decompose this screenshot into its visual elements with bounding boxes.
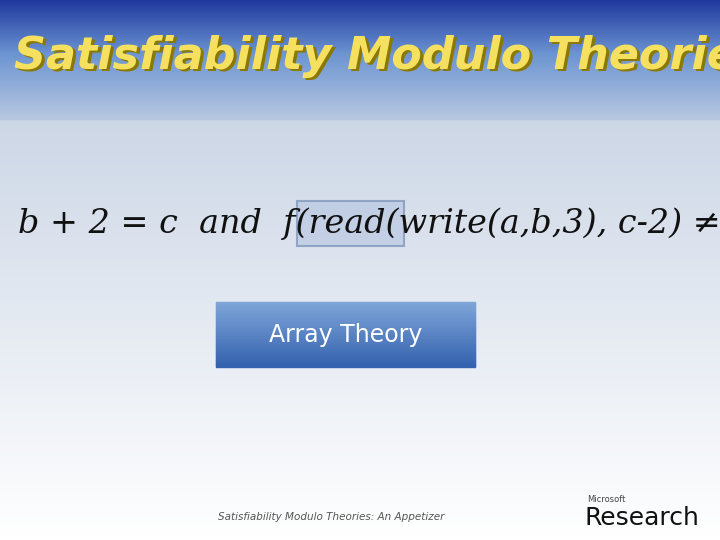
Text: Microsoft: Microsoft (587, 495, 625, 504)
Bar (297, 201, 404, 246)
Text: b + 2 = c  and  f(read(write(a,b,3), c-2) ≠ f(c-b+1): b + 2 = c and f(read(write(a,b,3), c-2) … (18, 208, 720, 240)
Text: Satisfiability Modulo Theories: An Appetizer: Satisfiability Modulo Theories: An Appet… (218, 512, 444, 522)
Text: Satisfiability Modulo Theories (SMT): Satisfiability Modulo Theories (SMT) (14, 35, 720, 78)
Text: Research: Research (585, 507, 700, 530)
Text: Array Theory: Array Theory (269, 323, 423, 347)
Text: Satisfiability Modulo Theories (SMT): Satisfiability Modulo Theories (SMT) (17, 37, 720, 80)
